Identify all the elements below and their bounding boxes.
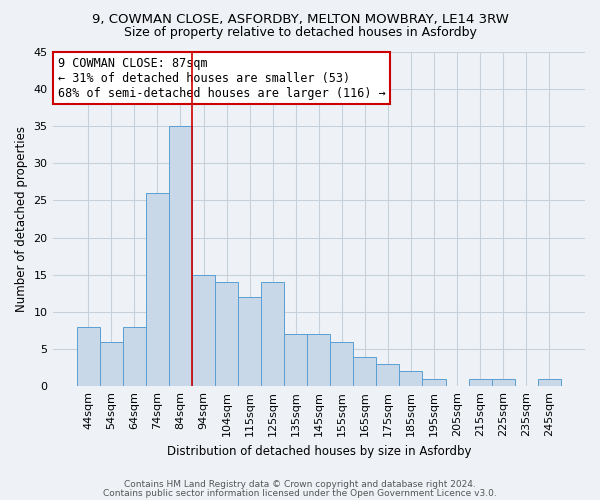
Bar — [422, 379, 446, 386]
Text: 9, COWMAN CLOSE, ASFORDBY, MELTON MOWBRAY, LE14 3RW: 9, COWMAN CLOSE, ASFORDBY, MELTON MOWBRA… — [92, 12, 508, 26]
Bar — [100, 342, 123, 386]
Text: Contains HM Land Registry data © Crown copyright and database right 2024.: Contains HM Land Registry data © Crown c… — [124, 480, 476, 489]
Bar — [469, 379, 491, 386]
Bar — [330, 342, 353, 386]
Bar — [538, 379, 561, 386]
Bar — [238, 297, 261, 386]
Bar — [169, 126, 192, 386]
Bar — [123, 327, 146, 386]
Bar — [261, 282, 284, 387]
Bar — [353, 356, 376, 386]
Text: Contains public sector information licensed under the Open Government Licence v3: Contains public sector information licen… — [103, 490, 497, 498]
Bar — [146, 193, 169, 386]
Bar — [376, 364, 400, 386]
X-axis label: Distribution of detached houses by size in Asfordby: Distribution of detached houses by size … — [167, 444, 471, 458]
Bar — [400, 372, 422, 386]
Bar — [192, 274, 215, 386]
Y-axis label: Number of detached properties: Number of detached properties — [15, 126, 28, 312]
Bar — [491, 379, 515, 386]
Text: Size of property relative to detached houses in Asfordby: Size of property relative to detached ho… — [124, 26, 476, 39]
Bar — [215, 282, 238, 387]
Bar — [77, 327, 100, 386]
Text: 9 COWMAN CLOSE: 87sqm
← 31% of detached houses are smaller (53)
68% of semi-deta: 9 COWMAN CLOSE: 87sqm ← 31% of detached … — [58, 56, 386, 100]
Bar — [307, 334, 330, 386]
Bar — [284, 334, 307, 386]
